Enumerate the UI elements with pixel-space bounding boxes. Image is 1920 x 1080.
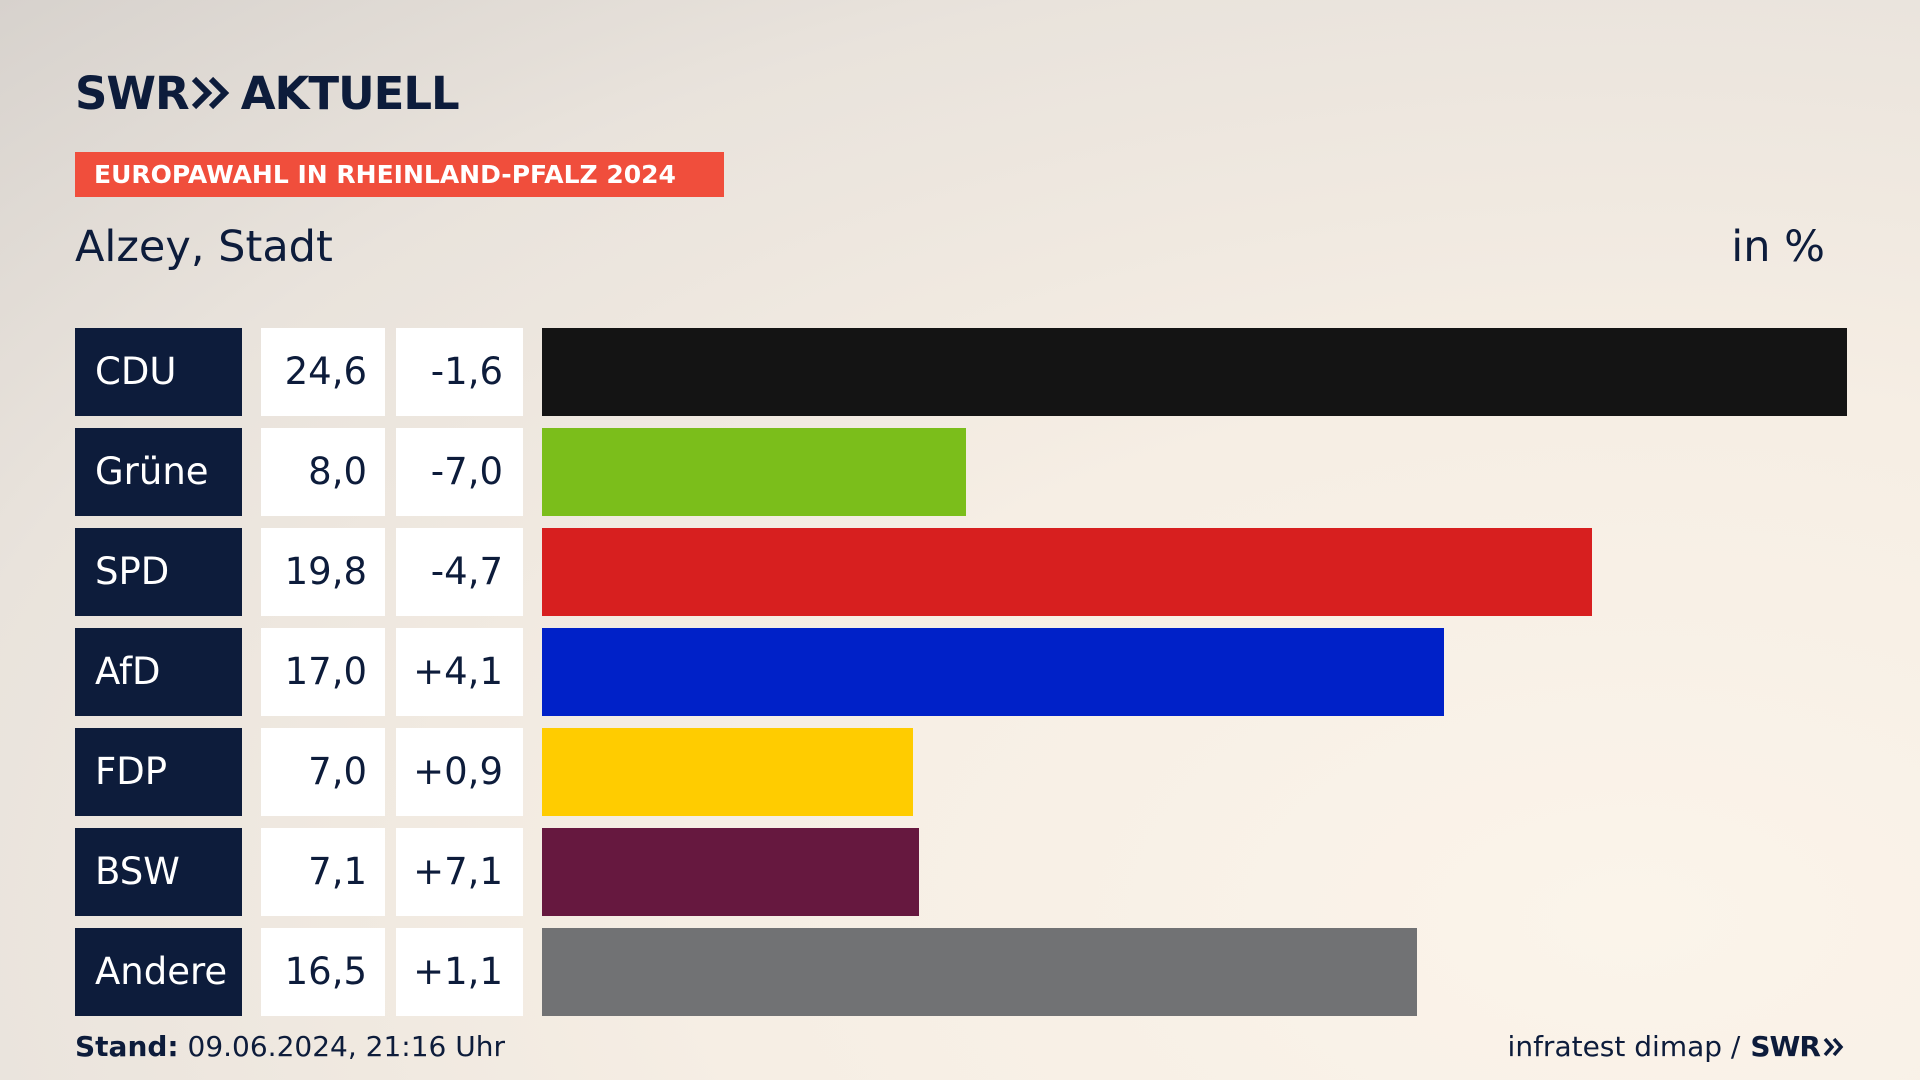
party-label: BSW bbox=[75, 828, 242, 916]
source-text: infratest dimap / bbox=[1507, 1030, 1741, 1063]
result-row: BSW 7,1 +7,1 bbox=[75, 828, 1847, 916]
vote-share-change: -7,0 bbox=[396, 428, 523, 516]
swr-small-logo: SWR bbox=[1750, 1030, 1845, 1063]
vote-share-value: 24,6 bbox=[261, 328, 385, 416]
vote-share-change: -4,7 bbox=[396, 528, 523, 616]
vote-share-value: 7,0 bbox=[261, 728, 385, 816]
logo-swr-text: SWR bbox=[75, 66, 190, 120]
swr-aktuell-logo: SWR AKTUELL bbox=[75, 66, 460, 120]
vote-share-change: +4,1 bbox=[396, 628, 523, 716]
result-row: Grüne 8,0 -7,0 bbox=[75, 428, 1847, 516]
party-label: FDP bbox=[75, 728, 242, 816]
unit-label: in % bbox=[1731, 222, 1825, 272]
party-label: SPD bbox=[75, 528, 242, 616]
bar-afd bbox=[542, 628, 1444, 716]
party-label: CDU bbox=[75, 328, 242, 416]
party-label: Grüne bbox=[75, 428, 242, 516]
bar-andere bbox=[542, 928, 1417, 1016]
source-credit: infratest dimap / SWR bbox=[1508, 1030, 1845, 1063]
source-logo-text: SWR bbox=[1750, 1030, 1821, 1063]
vote-share-change: +0,9 bbox=[396, 728, 523, 816]
result-row: AfD 17,0 +4,1 bbox=[75, 628, 1847, 716]
vote-share-change: +7,1 bbox=[396, 828, 523, 916]
logo-aktuell-text: AKTUELL bbox=[240, 66, 460, 120]
party-label: Andere bbox=[75, 928, 242, 1016]
result-row: FDP 7,0 +0,9 bbox=[75, 728, 1847, 816]
vote-share-value: 17,0 bbox=[261, 628, 385, 716]
timestamp: Stand: 09.06.2024, 21:16 Uhr bbox=[75, 1030, 505, 1063]
bar-grüne bbox=[542, 428, 966, 516]
stand-label: Stand: bbox=[75, 1030, 179, 1063]
vote-share-value: 16,5 bbox=[261, 928, 385, 1016]
vote-share-value: 8,0 bbox=[261, 428, 385, 516]
bar-spd bbox=[542, 528, 1592, 616]
vote-share-value: 19,8 bbox=[261, 528, 385, 616]
stand-value: 09.06.2024, 21:16 Uhr bbox=[178, 1030, 505, 1063]
bar-fdp bbox=[542, 728, 913, 816]
place-title: Alzey, Stadt bbox=[75, 222, 333, 272]
vote-share-change: -1,6 bbox=[396, 328, 523, 416]
result-row: Andere 16,5 +1,1 bbox=[75, 928, 1847, 1016]
bar-bsw bbox=[542, 828, 919, 916]
double-chevron-small-icon bbox=[1823, 1037, 1844, 1056]
double-chevron-icon bbox=[191, 76, 231, 110]
party-label: AfD bbox=[75, 628, 242, 716]
vote-share-value: 7,1 bbox=[261, 828, 385, 916]
election-banner: EUROPAWAHL IN RHEINLAND-PFALZ 2024 bbox=[75, 152, 724, 197]
vote-share-change: +1,1 bbox=[396, 928, 523, 1016]
bar-cdu bbox=[542, 328, 1847, 416]
result-row: CDU 24,6 -1,6 bbox=[75, 328, 1847, 416]
result-row: SPD 19,8 -4,7 bbox=[75, 528, 1847, 616]
